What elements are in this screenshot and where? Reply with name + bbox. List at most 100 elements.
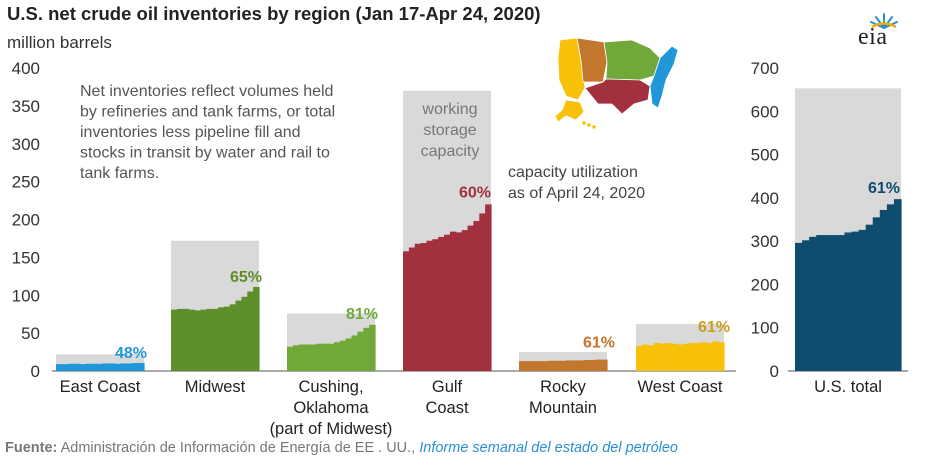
weekly-inventory-bar [583,360,590,371]
weekly-inventory-bar [328,343,335,371]
weekly-inventory-bar [461,230,469,371]
y-tick-label: 350 [12,97,40,116]
weekly-inventory-bar [548,360,555,371]
weekly-inventory-bar [886,204,895,371]
weekly-inventory-bar [560,360,567,371]
weekly-inventory-bar [73,363,81,371]
weekly-inventory-bar [677,344,684,371]
weekly-inventory-bar [85,363,92,371]
weekly-inventory-bar [316,343,323,371]
weekly-inventory-bar [79,364,86,371]
weekly-inventory-bar [426,240,433,371]
utilization-label: 65% [230,269,262,286]
weekly-inventory-bar [345,338,353,371]
weekly-inventory-bar [795,242,803,371]
y-tick-label: 250 [12,173,40,192]
eia-logo: eia [858,10,910,50]
utilization-label: 81% [346,306,378,323]
category-label: Gulf [432,378,463,396]
category-label: Coast [425,399,469,417]
weekly-inventory-bar [571,360,579,371]
weekly-inventory-bar [872,217,881,371]
y-tick-label: 150 [12,248,40,267]
map-region-east-coast [649,45,679,109]
weekly-inventory-bar [479,213,486,371]
category-label: West Coast [638,378,723,396]
utilization-label: 48% [115,345,147,362]
weekly-inventory-bar [706,342,713,371]
weekly-inventory-bar [682,343,690,371]
total-y-axis: 0 100 200 300 400 500 600 700 [751,59,908,381]
weekly-inventory-bar [114,363,122,371]
weekly-inventory-bar [188,309,196,371]
map-region-gulf-coast [584,78,651,115]
utilization-label: 61% [583,335,615,352]
weekly-inventory-bar [369,324,376,371]
weekly-inventory-bar [61,364,69,371]
weekly-inventory-bar [408,247,416,371]
chart-subtitle: million barrels [7,33,112,52]
weekly-inventory-bar [524,361,532,371]
weekly-inventory-bar [865,224,874,371]
utilization-annotation: as of April 24, 2020 [508,185,645,202]
weekly-inventory-bar [432,239,439,371]
weekly-inventory-bar [247,291,254,371]
capacity-annotation: working [421,101,477,118]
y-tick-label: 600 [751,102,779,121]
weekly-inventory-bar [253,286,260,371]
category-label: U.S. total [814,378,882,396]
weekly-inventory-bar [688,342,696,371]
weekly-inventory-bar [700,342,707,371]
weekly-inventory-bar [414,243,422,371]
weekly-inventory-bar [671,343,678,371]
weekly-inventory-bar [589,360,596,371]
category-label: Oklahoma [293,399,369,417]
weekly-inventory-bar [298,344,306,371]
y-tick-label: 100 [751,319,779,338]
chart-title: U.S. net crude oil inventories by region… [7,3,541,24]
y-tick-label: 500 [751,146,779,165]
weekly-inventory-bar [403,251,410,371]
weekly-inventory-bar [126,363,133,371]
weekly-inventory-bar [310,344,317,371]
utilization-label: 61% [698,319,730,336]
weekly-inventory-bar [823,235,831,371]
utilization-label: 60% [459,184,491,201]
weekly-inventory-bar [176,308,184,371]
y-tick-label: 200 [12,211,40,230]
y-tick-label: 700 [751,59,779,78]
weekly-inventory-bar [830,235,838,371]
weekly-inventory-bar [712,341,719,371]
y-tick-label: 100 [12,286,40,305]
bar-groups: 48% East Coast 65% Midwest 81% Cushing, Oklaho… [56,88,902,438]
weekly-inventory-bar [194,310,201,371]
source-publication-link[interactable]: Informe semanal del estado del petróleo [419,440,678,456]
weekly-inventory-bar [333,342,341,371]
map-region-hawaii [592,125,596,129]
y-tick-label: 300 [751,232,779,251]
weekly-inventory-bar [102,363,110,371]
category-label: Cushing, [298,378,363,396]
weekly-inventory-bar [694,342,702,371]
y-tick-label: 400 [12,59,40,78]
weekly-inventory-bar [56,364,63,371]
map-region-hawaii [587,123,591,127]
weekly-inventory-bar [351,335,358,371]
weekly-inventory-bar [241,296,248,371]
weekly-inventory-bar [444,234,451,371]
map-region-hawaii [582,121,586,125]
bar-group: 61% West Coast [636,319,730,396]
source-text: Administración de Información de Energía… [60,440,416,456]
weekly-inventory-bar [206,308,213,371]
weekly-inventory-bar [844,232,853,371]
weekly-inventory-bar [67,363,75,371]
weekly-inventory-bar [138,363,145,371]
weekly-inventory-bar [485,204,492,371]
weekly-inventory-bar [108,363,116,371]
weekly-inventory-bar [595,359,602,371]
eia-logo-rays-icon [870,13,898,29]
category-label: East Coast [60,378,141,396]
category-label: Rocky [540,378,587,396]
weekly-inventory-bar [647,345,655,371]
weekly-inventory-bar [718,342,725,371]
